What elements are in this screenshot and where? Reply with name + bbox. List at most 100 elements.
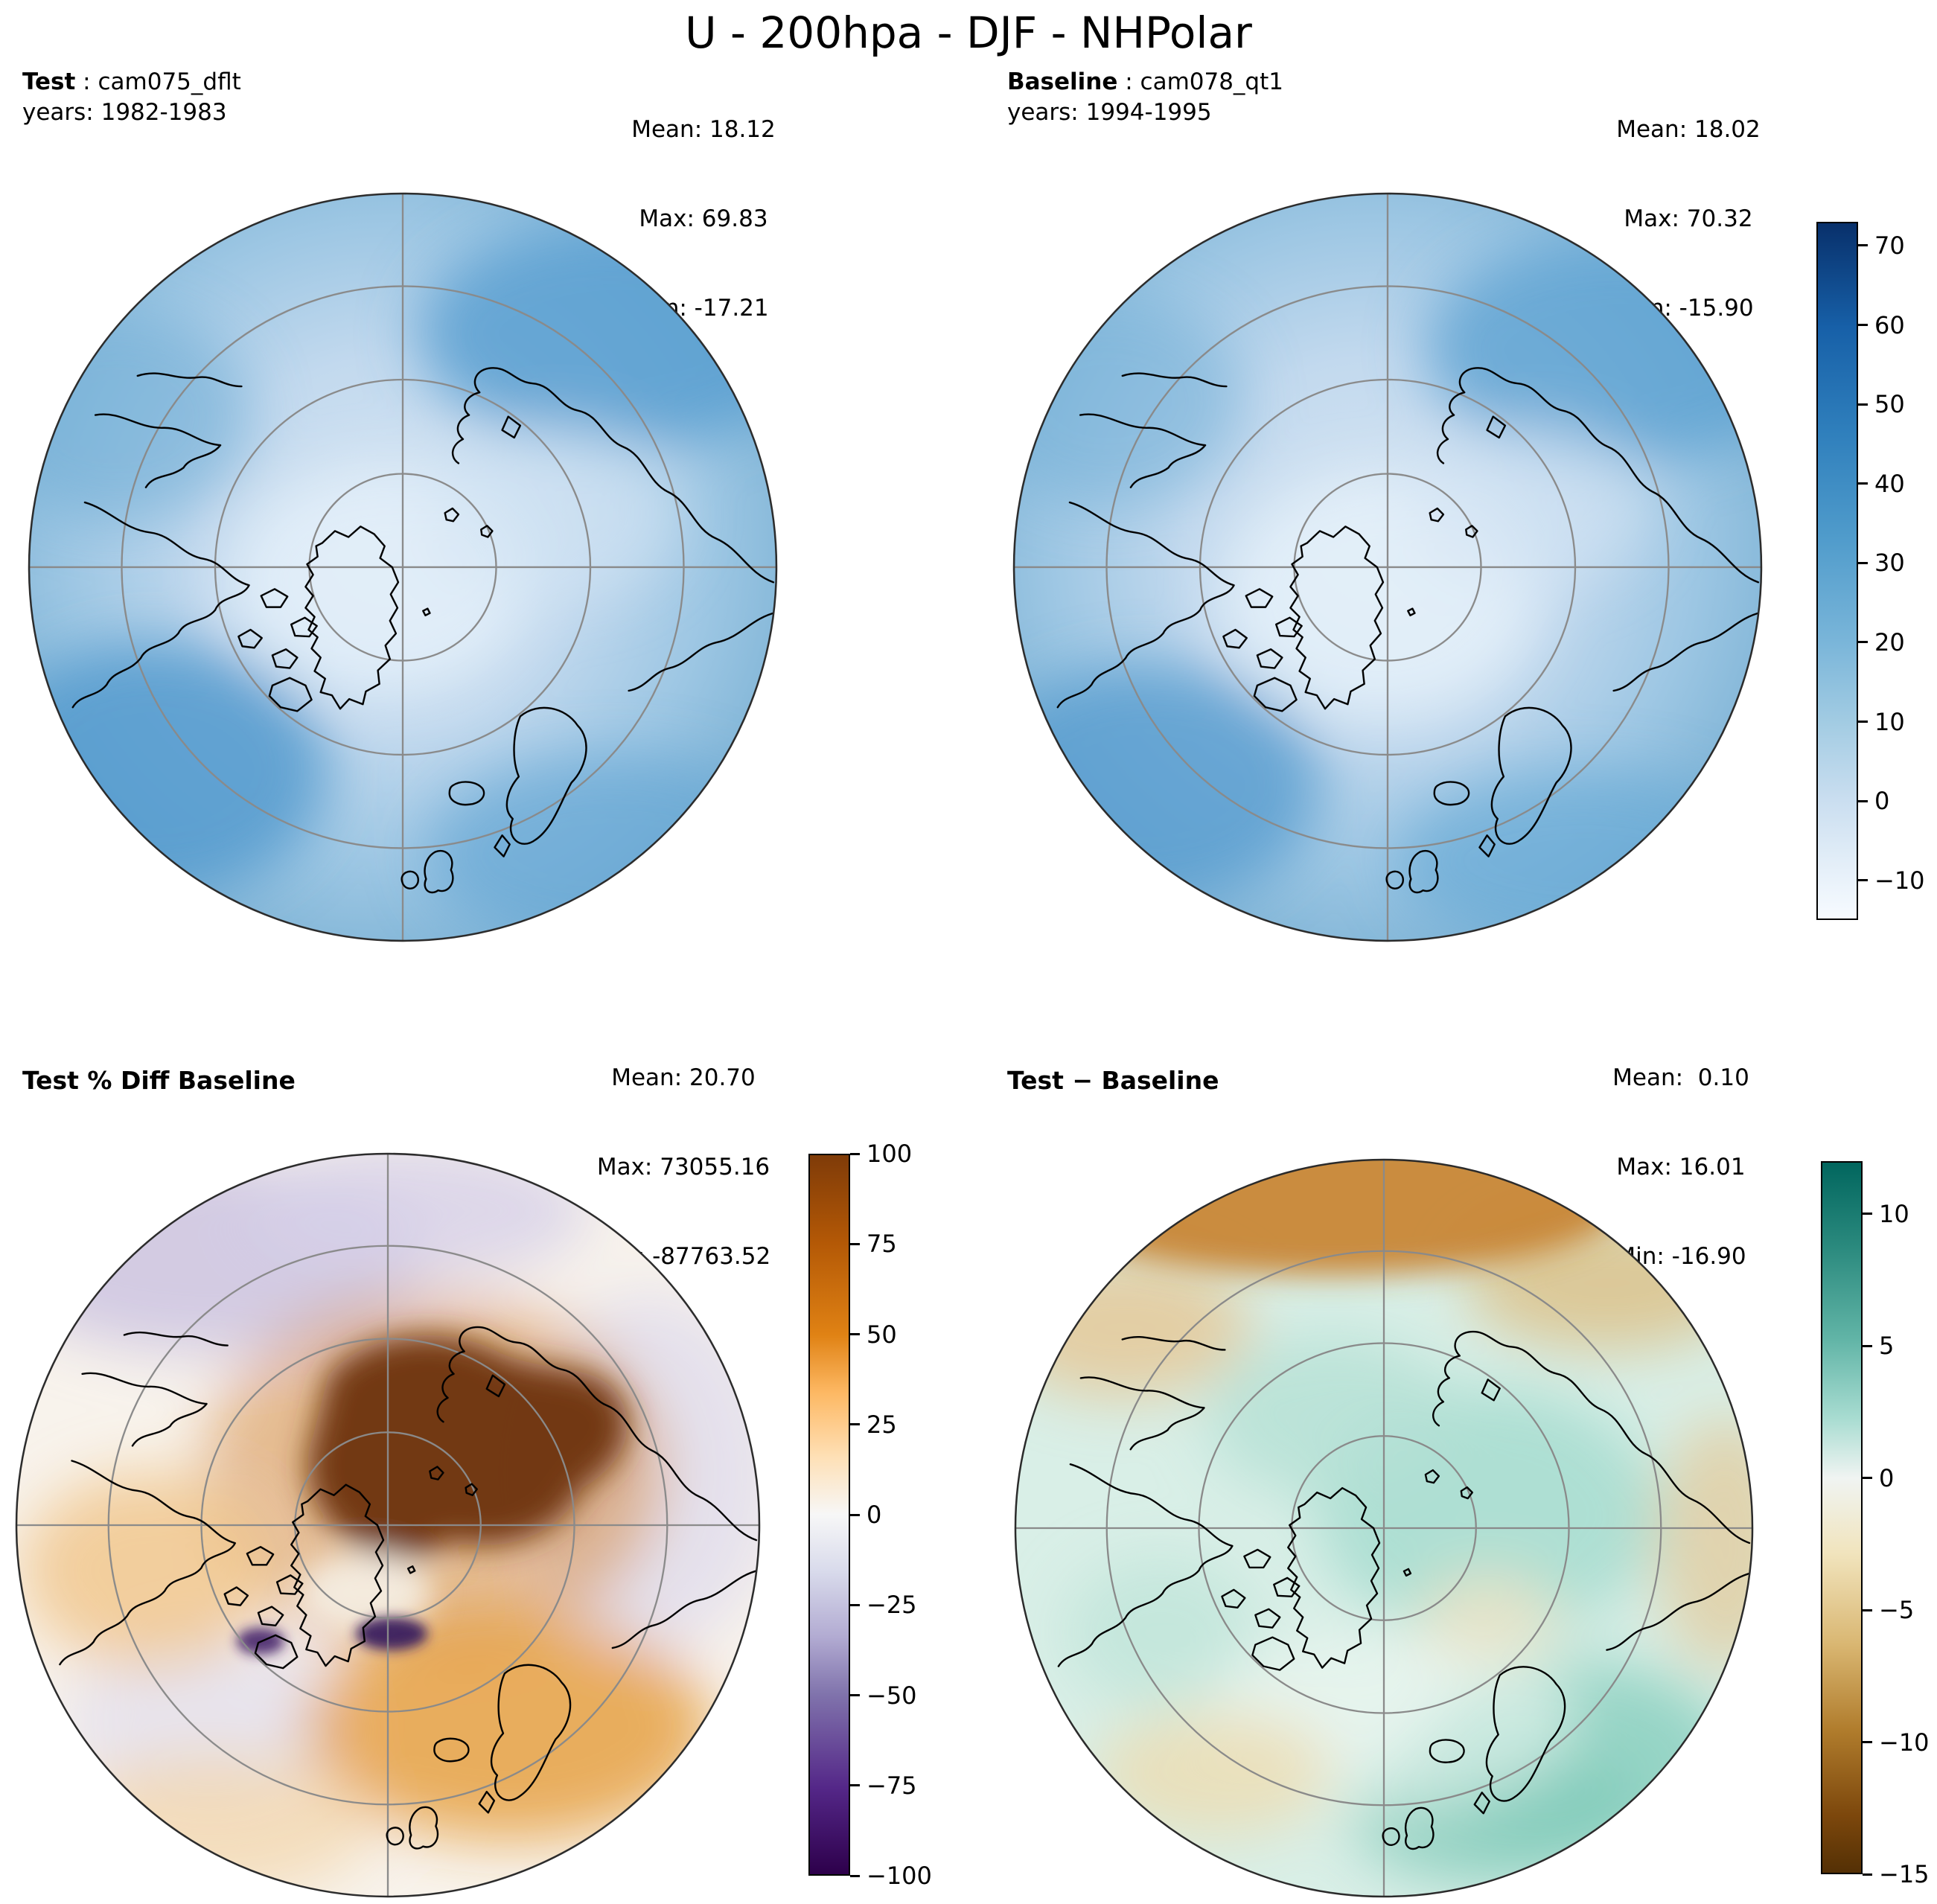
map-baseline xyxy=(1011,191,1764,944)
tick-label: 100 xyxy=(867,1140,913,1168)
baseline-header: Baseline : cam078_qt1 years: 1994-1995 xyxy=(1007,67,1283,128)
tick-label: −25 xyxy=(867,1591,917,1620)
baseline-years: years: 1994-1995 xyxy=(1007,99,1212,126)
colorbar-gradient xyxy=(1816,222,1858,920)
test-years: years: 1982-1983 xyxy=(22,99,227,126)
colorbar-tick: 100 xyxy=(850,1142,912,1166)
tick-label: −10 xyxy=(1879,1728,1930,1757)
tick-label: 0 xyxy=(1879,1463,1895,1492)
tick-mark xyxy=(1858,641,1868,644)
tick-label: −100 xyxy=(867,1862,932,1890)
stat-max: Max: 70.32 xyxy=(1624,205,1753,232)
tick-mark xyxy=(1863,1344,1872,1347)
tick-label: 50 xyxy=(867,1320,897,1349)
tick-mark xyxy=(1863,1873,1872,1876)
colorbar-tick: −10 xyxy=(1863,1731,1930,1754)
tick-label: −5 xyxy=(1879,1596,1915,1625)
test-header: Test : cam075_dflt years: 1982-1983 xyxy=(22,67,241,128)
tick-mark xyxy=(850,1152,860,1155)
test-label-bold: Test xyxy=(22,68,76,95)
colorbar-tick: 10 xyxy=(1863,1202,1909,1226)
tick-mark xyxy=(850,1694,860,1696)
colorbar-gradient xyxy=(808,1154,850,1876)
colorbar-brbg: 10 5 0 −5 −10 −15 xyxy=(1821,1161,1937,1886)
colorbar-tick: 75 xyxy=(850,1232,897,1256)
tick-mark xyxy=(1858,403,1868,406)
tick-mark xyxy=(1863,1477,1872,1480)
tick-label: −75 xyxy=(867,1771,917,1800)
tick-label: 70 xyxy=(1874,231,1905,260)
tick-label: 30 xyxy=(1874,549,1905,578)
tick-label: 10 xyxy=(1879,1199,1909,1228)
baseline-stats: Mean: 18.02 Max: 70.32 Min: -15.90 xyxy=(1539,55,1837,353)
colorbar-tick: 25 xyxy=(850,1413,897,1437)
diff-label: Test − Baseline xyxy=(1007,1066,1219,1095)
tick-label: −15 xyxy=(1879,1860,1930,1888)
tick-label: 20 xyxy=(1874,627,1905,657)
tick-label: 40 xyxy=(1874,469,1905,498)
baseline-label-value: : cam078_qt1 xyxy=(1117,68,1283,95)
stat-mean: Mean: 18.02 xyxy=(1616,116,1761,143)
pct-diff-label: Test % Diff Baseline xyxy=(22,1066,296,1095)
tick-label: −50 xyxy=(867,1681,917,1710)
stat-mean: Mean: 0.10 xyxy=(1612,1064,1749,1091)
tick-mark xyxy=(850,1513,860,1516)
colorbar-tick: 0 xyxy=(1858,789,1889,813)
colorbar-tick: −10 xyxy=(1858,869,1925,892)
colorbar-tick: −5 xyxy=(1863,1598,1914,1622)
tick-mark xyxy=(1863,1213,1872,1215)
colorbar-tick: −50 xyxy=(850,1684,917,1707)
tick-label: 0 xyxy=(867,1501,882,1529)
tick-mark xyxy=(850,1333,860,1335)
colorbar-tick: 40 xyxy=(1858,472,1905,496)
stat-max: Max: 73055.16 xyxy=(596,1154,770,1181)
colorbar-tick: −100 xyxy=(850,1864,932,1888)
test-label: Test : cam075_dflt xyxy=(22,67,241,98)
colorbar-puor: 100 75 50 25 0 −25 −50 −75 −100 xyxy=(808,1142,935,1888)
colorbar-tick: 60 xyxy=(1858,313,1905,337)
tick-label: 75 xyxy=(867,1230,897,1259)
tick-mark xyxy=(1858,244,1868,247)
colorbar-tick: 0 xyxy=(1863,1466,1894,1490)
colorbar-tick: −25 xyxy=(850,1593,917,1617)
tick-mark xyxy=(1858,721,1868,723)
colorbar-tick: 50 xyxy=(850,1323,897,1346)
stat-max: Max: 69.83 xyxy=(639,205,768,232)
baseline-label-bold: Baseline xyxy=(1007,68,1118,95)
tick-mark xyxy=(1858,561,1868,564)
figure-title: U - 200hpa - DJF - NHPolar xyxy=(685,7,1252,58)
tick-mark xyxy=(850,1423,860,1426)
stat-mean: Mean: 18.12 xyxy=(631,116,776,143)
colorbar-tick: 50 xyxy=(1858,392,1905,416)
tick-label: 10 xyxy=(1874,707,1905,736)
tick-mark xyxy=(1858,482,1868,485)
tick-mark xyxy=(850,1603,860,1606)
tick-mark xyxy=(1858,324,1868,327)
tick-label: 5 xyxy=(1879,1332,1895,1361)
test-label-value: : cam075_dflt xyxy=(75,68,241,95)
tick-label: 0 xyxy=(1874,787,1890,816)
colorbar-tick: 20 xyxy=(1858,630,1905,654)
tick-mark xyxy=(1863,1609,1872,1611)
tick-label: −10 xyxy=(1874,866,1925,895)
colorbar-tick: −75 xyxy=(850,1774,917,1798)
map-diff xyxy=(1012,1157,1755,1900)
tick-label: 60 xyxy=(1874,310,1905,339)
stat-mean: Mean: 20.70 xyxy=(611,1064,756,1091)
tick-mark xyxy=(850,1874,860,1877)
colorbar-blues: 70 60 50 40 30 20 10 0 −10 xyxy=(1816,222,1937,920)
tick-mark xyxy=(1858,799,1868,802)
colorbar-tick: 70 xyxy=(1858,234,1905,258)
baseline-label: Baseline : cam078_qt1 xyxy=(1007,67,1283,98)
colorbar-tick: 30 xyxy=(1858,551,1905,575)
tick-label: 25 xyxy=(867,1410,897,1439)
map-pct-diff xyxy=(13,1151,762,1900)
colorbar-tick: 0 xyxy=(850,1503,881,1527)
tick-mark xyxy=(850,1784,860,1787)
colorbar-tick: −15 xyxy=(1863,1862,1930,1886)
map-test xyxy=(26,191,779,944)
tick-mark xyxy=(1863,1741,1872,1744)
colorbar-tick: 10 xyxy=(1858,710,1905,734)
colorbar-gradient xyxy=(1821,1161,1863,1874)
diff-stats: Mean: 0.10 Max: 16.01 Min: -16.90 xyxy=(1532,1003,1830,1301)
